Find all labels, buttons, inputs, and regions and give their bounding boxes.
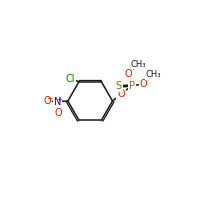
Text: O: O — [117, 89, 125, 99]
Text: −: − — [46, 94, 52, 103]
Text: O: O — [44, 96, 51, 106]
Text: O: O — [54, 108, 62, 118]
Text: CH₃: CH₃ — [130, 60, 146, 69]
Text: +: + — [57, 97, 63, 103]
Text: CH₃: CH₃ — [146, 70, 161, 79]
Text: P: P — [129, 81, 135, 91]
Text: O: O — [124, 69, 132, 79]
Text: Cl: Cl — [66, 74, 75, 84]
Text: S: S — [116, 81, 122, 91]
Text: N: N — [54, 97, 62, 107]
Text: O: O — [139, 79, 147, 89]
